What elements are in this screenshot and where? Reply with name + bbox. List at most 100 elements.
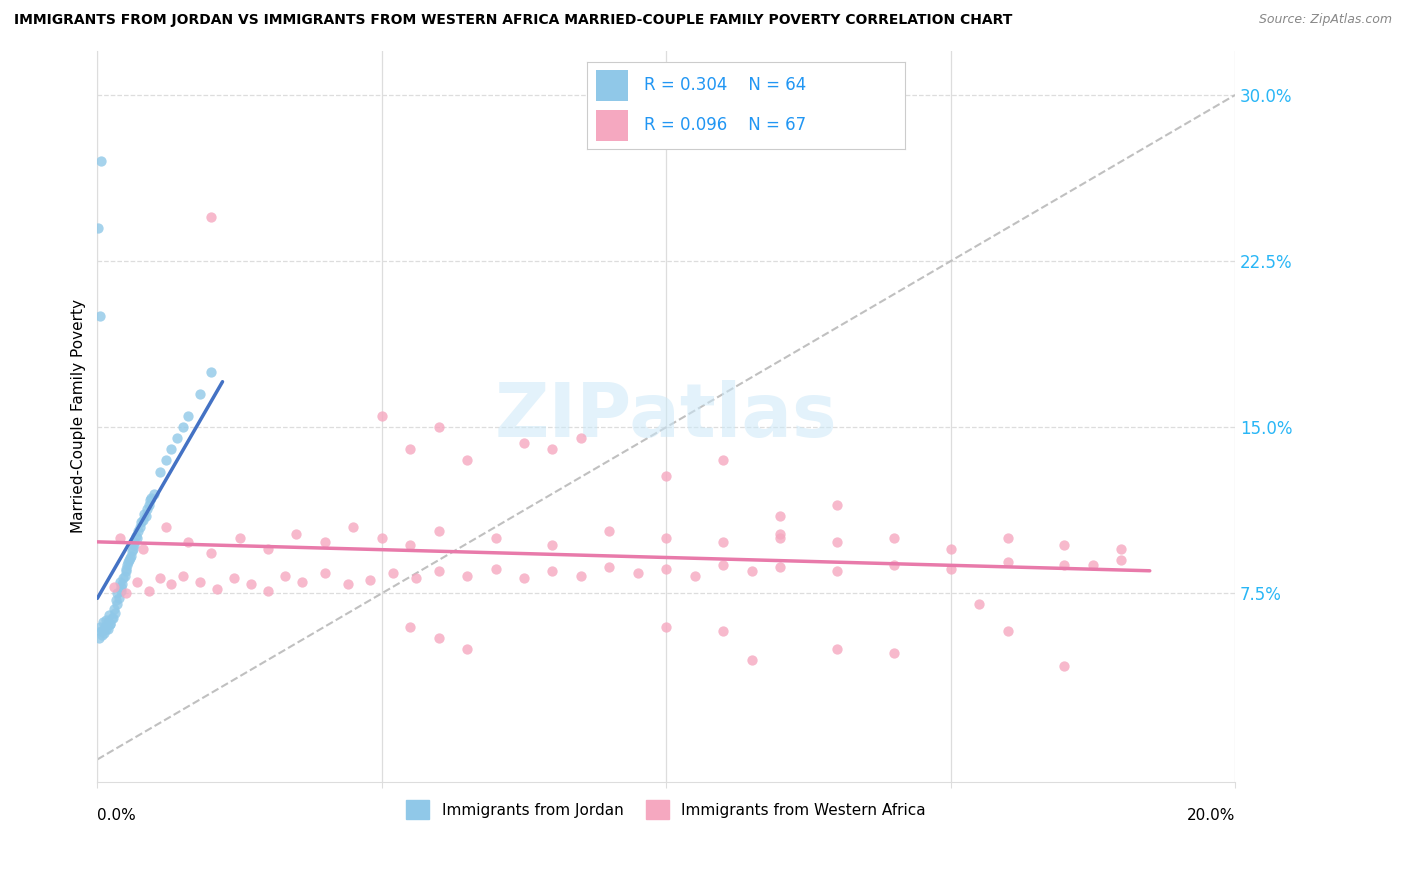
Point: [160, 442, 183, 457]
Point: [177, 535, 200, 549]
Point: [257, 542, 280, 557]
Point: [427, 420, 450, 434]
Point: [87, 220, 110, 235]
Point: [598, 524, 620, 539]
Point: [160, 577, 183, 591]
Point: [711, 453, 734, 467]
Point: [104, 607, 127, 621]
Point: [1111, 542, 1133, 557]
Point: [655, 619, 678, 633]
Point: [108, 575, 131, 590]
Point: [371, 409, 394, 424]
Point: [1053, 538, 1076, 552]
Point: [138, 584, 160, 599]
Point: [101, 610, 124, 624]
Point: [627, 566, 650, 581]
Point: [427, 631, 450, 645]
Point: [200, 365, 222, 379]
Point: [105, 598, 128, 612]
Point: [541, 564, 564, 578]
Point: [97, 608, 120, 623]
Point: [155, 453, 177, 467]
Point: [122, 538, 145, 552]
Point: [114, 564, 136, 578]
Point: [997, 531, 1019, 545]
Point: [111, 571, 134, 585]
Point: [172, 568, 194, 582]
Point: [129, 520, 152, 534]
Point: [883, 531, 905, 545]
Point: [314, 566, 336, 581]
Point: [997, 624, 1019, 638]
Point: [96, 622, 118, 636]
Point: [513, 571, 536, 585]
Point: [1111, 553, 1133, 567]
Point: [741, 564, 763, 578]
Point: [155, 520, 177, 534]
Point: [484, 562, 506, 576]
Point: [484, 531, 506, 545]
Point: [138, 498, 160, 512]
Point: [711, 558, 734, 572]
Point: [598, 559, 620, 574]
Point: [711, 535, 734, 549]
Point: [188, 387, 211, 401]
Point: [149, 571, 172, 585]
Point: [124, 535, 146, 549]
Point: [89, 619, 111, 633]
Point: [135, 508, 157, 523]
Text: Source: ZipAtlas.com: Source: ZipAtlas.com: [1258, 13, 1392, 27]
Point: [967, 598, 990, 612]
Point: [399, 538, 422, 552]
Point: [683, 568, 706, 582]
Point: [285, 526, 308, 541]
Point: [769, 526, 792, 541]
Point: [569, 431, 592, 445]
Point: [94, 613, 117, 627]
Point: [342, 520, 364, 534]
Point: [143, 486, 166, 500]
Text: 0.0%: 0.0%: [97, 808, 136, 823]
Point: [127, 531, 149, 545]
Point: [127, 524, 149, 539]
Point: [141, 491, 163, 505]
Point: [1053, 659, 1076, 673]
Point: [114, 568, 136, 582]
Point: [825, 564, 848, 578]
Legend: Immigrants from Jordan, Immigrants from Western Africa: Immigrants from Jordan, Immigrants from …: [401, 794, 932, 825]
Point: [91, 615, 114, 629]
Point: [399, 619, 422, 633]
Point: [104, 593, 127, 607]
Point: [149, 465, 172, 479]
Point: [427, 524, 450, 539]
Point: [997, 555, 1019, 569]
Point: [97, 622, 120, 636]
Point: [405, 571, 427, 585]
Point: [655, 531, 678, 545]
Point: [111, 577, 134, 591]
Point: [769, 559, 792, 574]
Point: [371, 531, 394, 545]
Text: IMMIGRANTS FROM JORDAN VS IMMIGRANTS FROM WESTERN AFRICA MARRIED-COUPLE FAMILY P: IMMIGRANTS FROM JORDAN VS IMMIGRANTS FRO…: [14, 13, 1012, 28]
Point: [314, 535, 336, 549]
Point: [105, 586, 128, 600]
Point: [200, 210, 222, 224]
Point: [939, 542, 962, 557]
Point: [110, 584, 132, 599]
Point: [132, 513, 155, 527]
Point: [456, 641, 478, 656]
Point: [90, 154, 112, 169]
Point: [129, 516, 152, 530]
Point: [336, 577, 359, 591]
Point: [382, 566, 405, 581]
Point: [711, 624, 734, 638]
Point: [87, 631, 110, 645]
Point: [456, 453, 478, 467]
Point: [93, 619, 115, 633]
Point: [108, 591, 131, 605]
Point: [359, 573, 381, 587]
Point: [769, 531, 792, 545]
Point: [569, 568, 592, 582]
Point: [1053, 558, 1076, 572]
Point: [108, 531, 131, 545]
